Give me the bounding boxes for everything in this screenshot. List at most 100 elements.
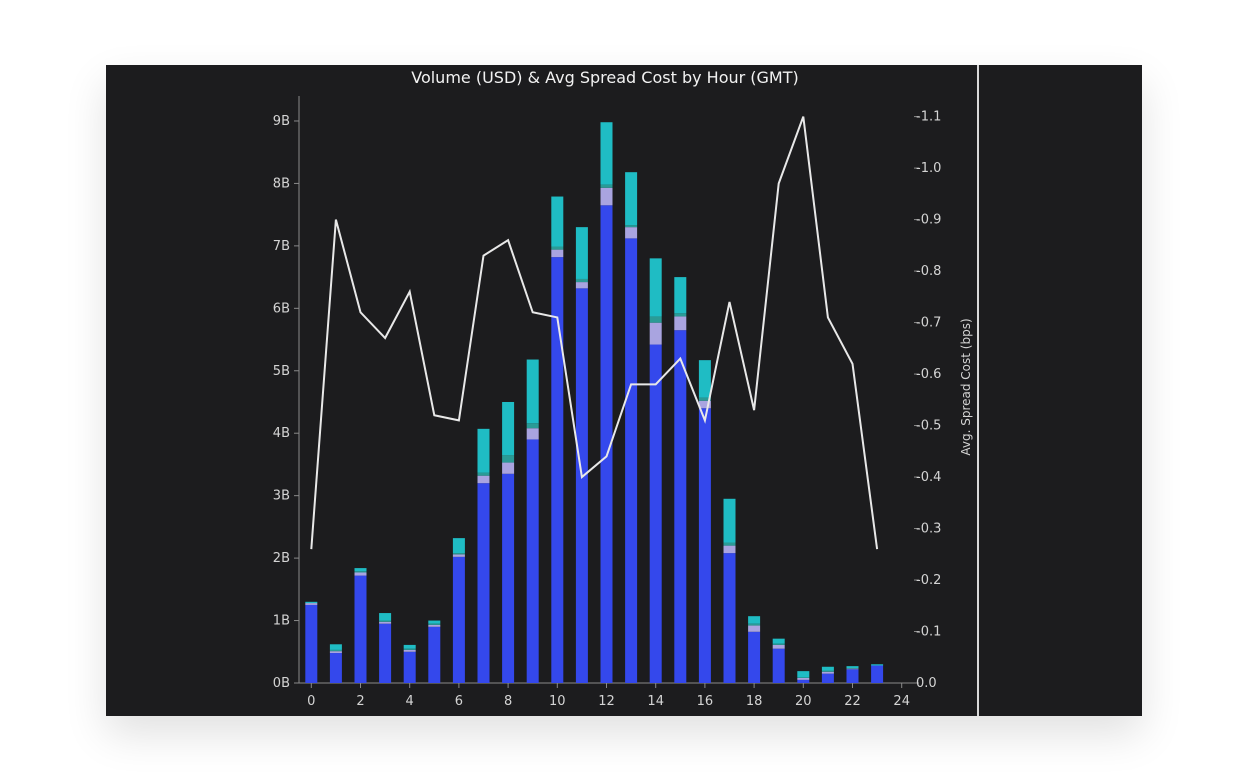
- bar-segment: [649, 344, 662, 683]
- y-tick-label: 5B: [273, 364, 290, 379]
- bar-segment: [477, 475, 490, 484]
- bar-segment: [748, 631, 761, 683]
- bar-segment: [625, 225, 638, 228]
- y2-tick-label: -1.1: [916, 110, 941, 125]
- bar-segment: [698, 408, 711, 683]
- y2-tick-label: -0.1: [916, 625, 941, 640]
- bar-segment: [674, 330, 687, 683]
- bar-segment: [526, 423, 539, 429]
- y-tick-label: 2B: [273, 551, 290, 566]
- bar-segment: [698, 360, 711, 398]
- bar-segment: [797, 678, 810, 680]
- bar-segment: [502, 473, 515, 683]
- x-tick-label: 0: [307, 694, 315, 709]
- bar-segment: [821, 666, 834, 671]
- y2-tick-label: -0.7: [916, 316, 941, 331]
- bar-segment: [354, 572, 367, 576]
- spread-line-layer: [310, 116, 879, 550]
- bar-segment: [575, 288, 588, 683]
- bar-segment: [821, 673, 834, 683]
- y2-tick-label: -0.4: [916, 470, 941, 485]
- bar-segment: [551, 257, 564, 683]
- x-tick-label: 12: [598, 694, 615, 709]
- bar-segment: [354, 568, 367, 572]
- bar-segment: [551, 249, 564, 258]
- y2-tick-label: -0.5: [916, 419, 941, 434]
- y2-tick-label: -0.8: [916, 264, 941, 279]
- x-tick-label: 16: [697, 694, 714, 709]
- x-tick-label: 2: [356, 694, 364, 709]
- bar-segment: [551, 246, 564, 250]
- bar-segment: [821, 671, 834, 674]
- bar-segment: [452, 553, 465, 555]
- bar-segment: [748, 623, 761, 626]
- bar-segment: [846, 668, 859, 669]
- x-tick-label: 6: [455, 694, 463, 709]
- y2-tick-label: -0.3: [916, 522, 941, 537]
- bar-segment: [600, 122, 613, 185]
- x-tick-label: 14: [647, 694, 664, 709]
- bar-segment: [452, 554, 465, 557]
- panel-divider: [977, 65, 979, 716]
- y-tick-label: 8B: [273, 176, 290, 191]
- bar-segment: [748, 616, 761, 624]
- y2-tick-label: -0.2: [916, 573, 941, 588]
- bar-segment: [846, 669, 859, 683]
- bar-segment: [379, 620, 392, 622]
- y-tick-label: 0B: [273, 676, 290, 691]
- bars-group: [305, 122, 884, 683]
- bar-segment: [526, 359, 539, 424]
- x-tick-label: 22: [844, 694, 861, 709]
- bar-segment: [502, 462, 515, 474]
- bar-segment: [674, 316, 687, 331]
- bar-segment: [428, 624, 441, 627]
- bar-segment: [649, 258, 662, 317]
- bar-segment: [452, 538, 465, 554]
- y-tick-label: 4B: [273, 426, 290, 441]
- bar-segment: [723, 553, 736, 683]
- bar-segment: [403, 649, 416, 652]
- bar-segment: [379, 613, 392, 621]
- y2-tick-label: -0.6: [916, 367, 941, 382]
- y2-tick-label: 0.0: [916, 676, 937, 691]
- bar-segment: [502, 455, 515, 463]
- bar-segment: [403, 651, 416, 683]
- bar-segment: [379, 621, 392, 624]
- bar-segment: [477, 483, 490, 683]
- axes: 0B 1B 2B 3B 4B 5B 6B 7B 8B 9B 0.0 -0.1 -0.2 -0.3 -0.4 -…: [273, 96, 941, 709]
- bar-segment: [526, 439, 539, 683]
- bar-segment: [452, 556, 465, 683]
- bar-segment: [772, 644, 785, 649]
- bar-segment: [329, 649, 342, 652]
- bar-segment: [600, 205, 613, 683]
- bar-segment: [477, 472, 490, 476]
- y2-tick-label: -1.0: [916, 161, 941, 176]
- bar-segment: [821, 670, 834, 672]
- bar-segment: [600, 187, 613, 206]
- chart-panel: Volume (USD) & Avg Spread Cost by Hour (…: [106, 65, 1142, 716]
- bar-segment: [575, 278, 588, 283]
- bar-segment: [772, 643, 785, 645]
- y-tick-label: 7B: [273, 239, 290, 254]
- x-tick-label: 4: [406, 694, 414, 709]
- bar-segment: [723, 542, 736, 546]
- bar-segment: [698, 397, 711, 401]
- bar-segment: [575, 227, 588, 279]
- bar-segment: [428, 620, 441, 624]
- bar-segment: [502, 401, 515, 456]
- bar-segment: [329, 644, 342, 650]
- bar-segment: [575, 282, 588, 289]
- chart-title: Volume (USD) & Avg Spread Cost by Hour (…: [411, 68, 799, 87]
- y-tick-label: 3B: [273, 489, 290, 504]
- bar-segment: [698, 400, 711, 409]
- bar-segment: [772, 638, 785, 644]
- bar-segment: [403, 644, 416, 649]
- x-tick-label: 8: [504, 694, 512, 709]
- x-tick-label: 20: [795, 694, 812, 709]
- x-tick-label: 18: [746, 694, 763, 709]
- bar-segment: [625, 172, 638, 226]
- bar-segment: [477, 428, 490, 473]
- bar-segment: [600, 184, 613, 188]
- bar-segment: [625, 227, 638, 239]
- bar-segment: [428, 623, 441, 625]
